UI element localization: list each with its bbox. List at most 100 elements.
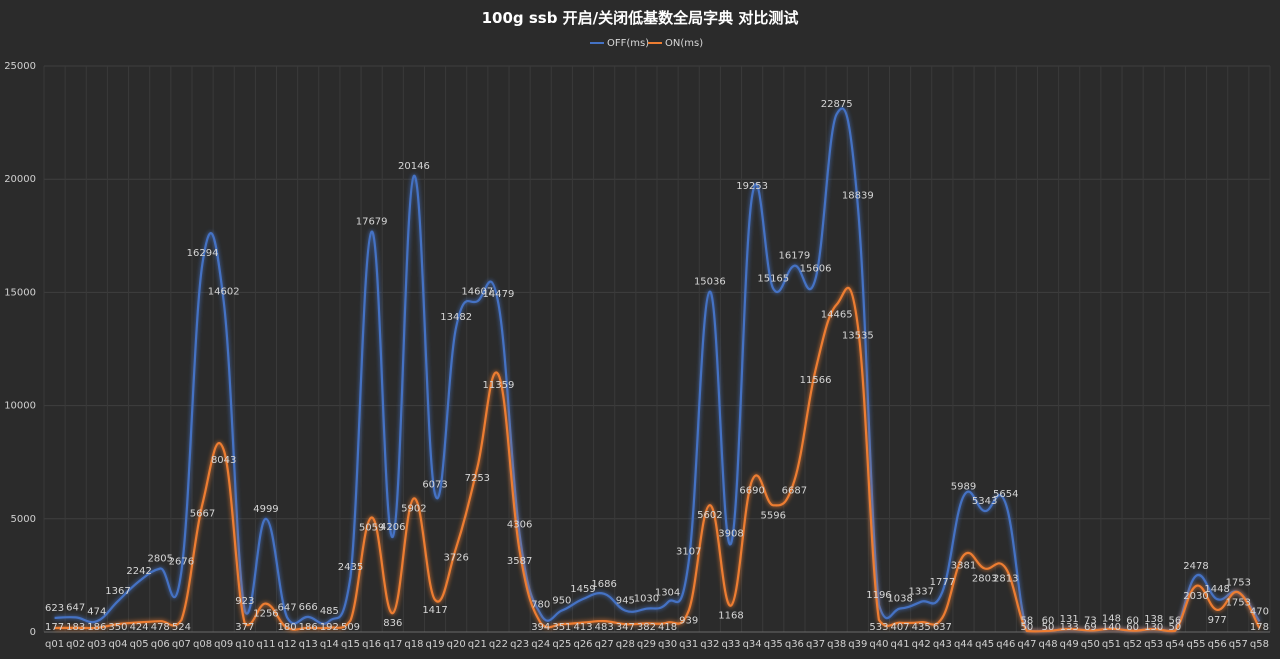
data-label: 1337: [908, 587, 933, 598]
data-label: 20146: [398, 161, 430, 172]
data-label: 647: [278, 602, 297, 613]
y-tick-label: 10000: [4, 401, 36, 412]
data-label: 647: [66, 602, 85, 613]
grid: [43, 65, 1271, 633]
data-label: 138: [1144, 614, 1163, 625]
data-label: 13535: [842, 331, 874, 342]
x-tick-label: q14: [320, 639, 339, 650]
data-label: 4306: [507, 520, 532, 531]
data-label: 183: [66, 622, 85, 633]
data-label: 60: [1126, 616, 1139, 627]
x-tick-label: q32: [700, 639, 719, 650]
data-label: 1367: [105, 586, 130, 597]
x-tick-label: q49: [1060, 639, 1079, 650]
data-label: 6687: [782, 486, 807, 497]
data-label: 69: [1084, 622, 1097, 633]
data-label: 16294: [187, 248, 219, 259]
x-tick-label: q17: [383, 639, 402, 650]
data-label: 1448: [1204, 584, 1229, 595]
data-label: 2813: [993, 573, 1018, 584]
data-label: 533: [869, 622, 888, 633]
x-tick-label: q56: [1208, 639, 1227, 650]
data-label: 5902: [401, 503, 426, 514]
data-label: 351: [552, 622, 571, 633]
legend-label: ON(ms): [665, 38, 703, 49]
y-tick-label: 0: [30, 627, 36, 638]
data-label: 6073: [422, 480, 447, 491]
x-tick-label: q58: [1250, 639, 1269, 650]
data-label: 2478: [1183, 561, 1208, 572]
x-tick-label: q24: [531, 639, 550, 650]
x-tick-label: q46: [996, 639, 1015, 650]
x-tick-label: q09: [214, 639, 233, 650]
x-tick-label: q43: [933, 639, 952, 650]
x-tick-label: q06: [151, 639, 170, 650]
data-labels: 623 647 4741367224228052676162941460292349…: [45, 99, 1269, 633]
data-label: 3381: [951, 560, 976, 571]
data-label: 950: [552, 595, 571, 606]
data-label: 14607: [461, 286, 493, 297]
data-label: 19253: [736, 181, 768, 192]
x-tick-label: q13: [299, 639, 318, 650]
data-label: 131: [1060, 614, 1079, 625]
data-label: 3908: [718, 529, 743, 540]
x-tick-label: q33: [721, 639, 740, 650]
data-label: 780: [531, 599, 550, 610]
data-label: 140: [1102, 622, 1121, 633]
data-label: 1777: [930, 577, 955, 588]
y-tick-label: 20000: [4, 174, 36, 185]
data-label: 1196: [866, 590, 891, 601]
data-label: 186: [299, 622, 318, 633]
data-label: 413: [573, 622, 592, 633]
x-tick-label: q55: [1186, 639, 1205, 650]
data-label: 435: [912, 622, 931, 633]
x-tick-label: q45: [975, 639, 994, 650]
x-tick-label: q02: [66, 639, 85, 650]
data-label: 1459: [570, 584, 595, 595]
data-label: 3726: [443, 553, 468, 564]
x-tick-label: q35: [764, 639, 783, 650]
legend-label: OFF(ms): [607, 38, 649, 49]
data-label: 485: [320, 606, 339, 617]
x-tick-label: q48: [1039, 639, 1058, 650]
x-tick-label: q40: [869, 639, 888, 650]
data-label: 177: [45, 622, 64, 633]
data-label: 977: [1208, 615, 1227, 626]
data-label: 5667: [190, 509, 215, 520]
data-label: 148: [1102, 614, 1121, 625]
x-tick-label: q15: [341, 639, 360, 650]
y-tick-label: 5000: [11, 514, 36, 525]
data-label: 2435: [338, 562, 363, 573]
data-label: 180: [278, 622, 297, 633]
data-label: 15606: [800, 264, 832, 275]
data-label: 1686: [591, 579, 616, 590]
x-tick-label: q01: [45, 639, 64, 650]
series-lines: [54, 107, 1261, 633]
data-label: 939: [679, 616, 698, 627]
data-label: 1304: [655, 587, 680, 598]
x-tick-label: q04: [108, 639, 127, 650]
data-label: 424: [130, 622, 149, 633]
data-label: 18839: [842, 190, 874, 201]
data-label: 666: [299, 602, 318, 613]
data-label: 73: [1084, 615, 1097, 626]
data-label: 623: [45, 603, 64, 614]
data-label: 2805: [148, 553, 173, 564]
data-label: 394: [531, 622, 550, 633]
data-label: 2030: [1183, 591, 1208, 602]
data-label: 5059: [359, 522, 384, 533]
data-label: 6690: [739, 486, 764, 497]
x-tick-label: q54: [1165, 639, 1184, 650]
data-label: 524: [172, 622, 191, 633]
x-tick-label: q28: [616, 639, 635, 650]
data-label: 1168: [718, 611, 743, 622]
data-label: 1417: [422, 605, 447, 616]
data-label: 133: [1060, 622, 1079, 633]
series-line-on: [54, 286, 1261, 633]
x-tick-label: q29: [637, 639, 656, 650]
data-label: 5596: [761, 510, 786, 521]
x-tick-label: q38: [827, 639, 846, 650]
data-label: 509: [341, 622, 360, 633]
